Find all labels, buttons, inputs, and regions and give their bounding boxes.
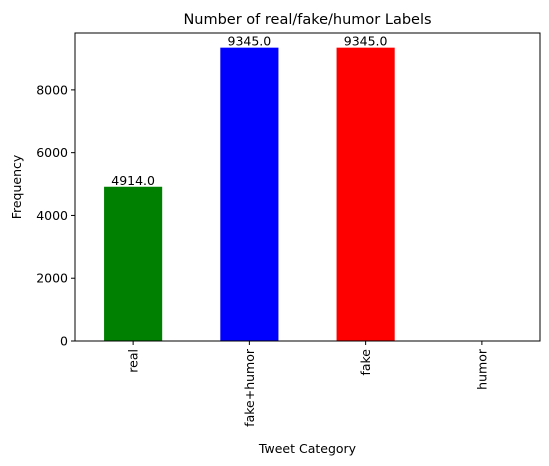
plot-frame — [74, 32, 541, 342]
x-tick-label: fake+humor — [242, 348, 257, 427]
x-axis-title: Tweet Category — [258, 441, 357, 456]
y-tick-label: 0 — [60, 334, 68, 349]
y-axis-title: Frequency — [9, 154, 24, 219]
y-axis-ticks: 0 2000 4000 6000 8000 — [36, 82, 75, 349]
data-label-fake: 9345.0 — [344, 34, 388, 49]
x-tick-label: fake — [358, 349, 373, 376]
bars-group — [104, 47, 395, 341]
x-tick-label: real — [126, 349, 141, 373]
bar-fake-humor — [220, 47, 279, 341]
chart-title: Number of real/fake/humor Labels — [183, 12, 431, 28]
y-tick-label: 6000 — [36, 145, 68, 160]
bar-real — [104, 186, 163, 341]
x-tick-label: humor — [474, 348, 489, 390]
data-label-real: 4914.0 — [111, 173, 155, 188]
y-tick-label: 4000 — [36, 208, 68, 223]
y-tick-label: 8000 — [36, 82, 68, 97]
x-axis-ticks: real fake+humor fake humor — [126, 341, 489, 427]
data-label-fake-humor: 9345.0 — [228, 34, 272, 49]
y-tick-label: 2000 — [36, 271, 68, 286]
data-labels-group: 4914.0 9345.0 9345.0 — [111, 34, 387, 188]
bar-fake — [336, 47, 395, 341]
